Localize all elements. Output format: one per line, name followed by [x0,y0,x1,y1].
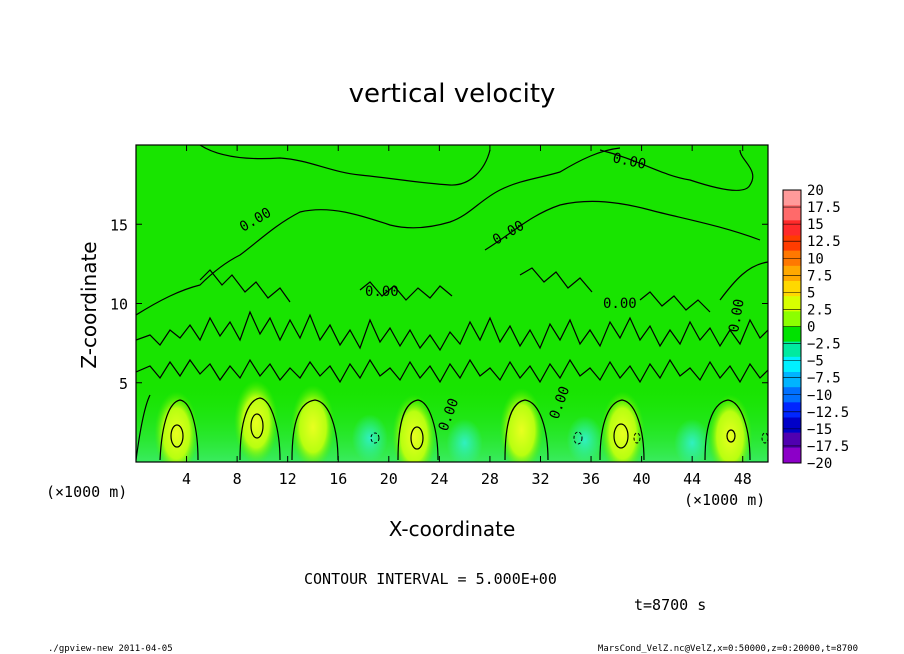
x-tick-label: 12 [279,470,297,488]
x-tick-label: 36 [582,470,600,488]
colorbar-label: −5 [807,354,824,370]
colorbar-label: −10 [807,388,832,404]
colorbar-label: 5 [807,285,815,301]
x-unit-right: (×1000 m) [684,491,765,509]
colorbar-label: −20 [807,456,832,472]
x-tick-label: 32 [531,470,549,488]
colorbar-label: 7.5 [807,268,832,284]
colorbar-label: 0 [807,320,815,336]
y-axis-title: Z-coordinate [77,241,101,368]
plot-area [136,145,768,462]
downdraft-patch [566,415,603,462]
x-tick-label: 48 [734,470,752,488]
contour-label: 0.00 [365,284,399,300]
x-tick-label: 44 [683,470,701,488]
colorbar-label: −2.5 [807,337,841,353]
colorbar-label: 12.5 [807,234,841,250]
colorbar-swatch [783,235,801,251]
colorbar-swatch [783,281,801,297]
colorbar-label: −7.5 [807,371,841,387]
downdraft-patch [446,418,483,462]
y-tick-label: 5 [119,375,128,393]
updraft-plume [234,380,279,462]
colorbar-swatch [783,190,801,206]
colorbar-swatch [783,402,801,418]
colorbar-label: 2.5 [807,302,832,318]
updraft-plume [154,391,199,462]
x-tick-label: 24 [430,470,448,488]
contour-label: 0.00 [726,298,748,334]
colorbar-swatch [783,341,801,358]
footer-right: MarsCond_VelZ.nc@VelZ,x=0:50000,z=0:2000… [598,644,858,654]
x-tick-label: 8 [233,470,242,488]
x-tick-label: 28 [481,470,499,488]
downdraft-patch [351,414,388,462]
updraft-plume [499,388,544,462]
y-tick-label: 10 [110,296,128,314]
colorbar-swatch [783,311,801,327]
contour-label: 0.00 [603,296,637,312]
colorbar-swatch [783,432,801,449]
contour-label: 0.00 [611,150,647,173]
y-tick-label: 15 [110,216,128,234]
downdraft-patch [674,418,711,462]
x-tick-label: 40 [633,470,651,488]
updraft-plume [290,385,335,462]
colorbar-swatch [783,265,801,282]
colorbar-label: 15 [807,217,824,233]
colorbar-label: 20 [807,183,824,199]
colorbar-label: 17.5 [807,200,841,216]
colorbar-swatch [783,326,801,342]
updraft-plume [708,394,753,462]
colorbar-swatch [783,296,801,312]
colorbar-label: −12.5 [807,405,849,421]
time-text: t=8700 s [634,596,706,614]
colorbar-swatch [783,417,801,433]
colorbar-swatch [783,205,801,221]
x-tick-label: 20 [380,470,398,488]
colorbar-label: −15 [807,422,832,438]
colorbar-swatch [783,220,801,236]
x-tick-label: 16 [329,470,347,488]
contour-interval-text: CONTOUR INTERVAL = 5.000E+00 [304,570,557,588]
colorbar-swatch [783,372,801,388]
updraft-plume [600,391,645,462]
colorbar-label: 10 [807,251,824,267]
colorbar-label: −17.5 [807,439,849,455]
chart-title: vertical velocity [349,79,556,109]
contour-labels: 0.000.000.000.000.000.00 0.000.00 [237,150,748,433]
footer-left: ./gpview-new 2011-04-05 [48,644,173,654]
x-unit-left: (×1000 m) [46,483,127,501]
colorbar-swatch [783,356,801,373]
negative-contours [370,431,768,445]
colorbar-swatch [783,447,801,464]
x-axis-title: X-coordinate [389,517,516,541]
contour-lines [136,145,768,461]
x-tick-label: 4 [182,470,191,488]
